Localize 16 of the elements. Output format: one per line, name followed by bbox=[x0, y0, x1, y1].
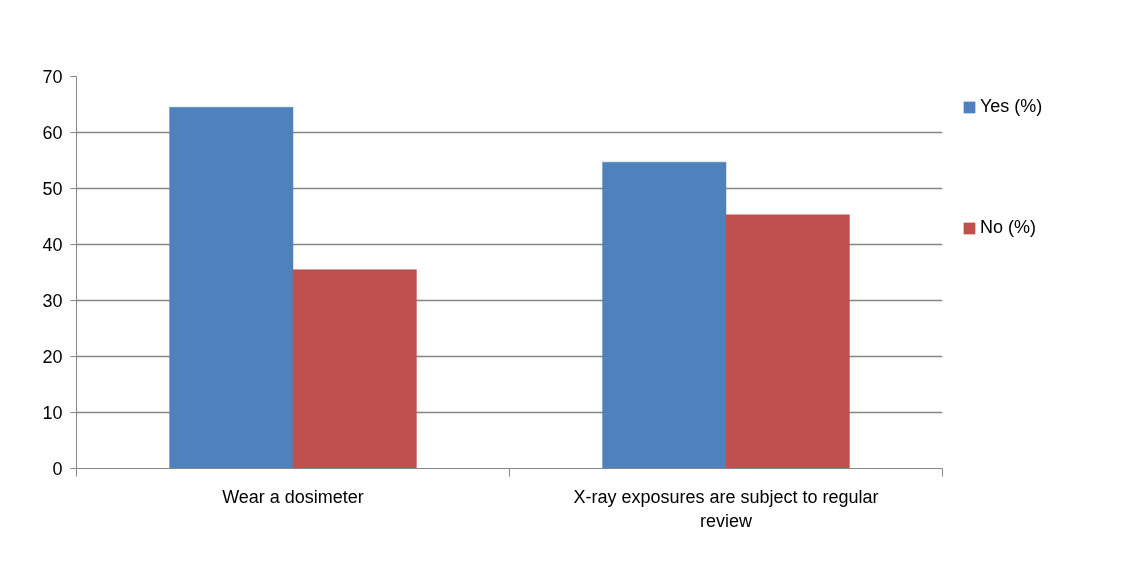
bar bbox=[725, 214, 850, 469]
x-tick-label: Wear a dosimeter bbox=[222, 486, 364, 507]
y-tick-label: 70 bbox=[42, 67, 63, 87]
legend-label: No (%) bbox=[980, 217, 1037, 238]
y-tick-label: 30 bbox=[42, 291, 63, 311]
y-tick-label: 20 bbox=[42, 347, 63, 367]
y-tick-label: 60 bbox=[42, 123, 63, 143]
y-tick-label: 40 bbox=[42, 235, 63, 255]
legend-label: Yes (%) bbox=[980, 96, 1043, 117]
y-tick-label: 10 bbox=[42, 403, 63, 423]
bar bbox=[169, 107, 294, 469]
bar bbox=[602, 161, 727, 469]
y-tick-label: 50 bbox=[42, 179, 63, 199]
y-tick-label: 0 bbox=[52, 459, 63, 479]
x-tick-label: X-ray exposures are subject to regular review bbox=[573, 486, 879, 531]
bar bbox=[292, 269, 417, 469]
